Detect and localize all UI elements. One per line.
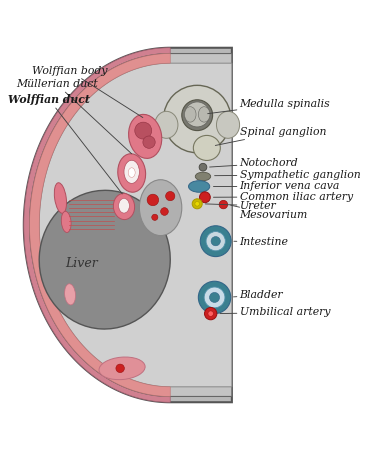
Ellipse shape (129, 114, 162, 158)
Ellipse shape (182, 100, 212, 130)
Ellipse shape (118, 154, 145, 192)
Ellipse shape (140, 180, 182, 236)
Text: Mesovarium: Mesovarium (231, 205, 308, 220)
Ellipse shape (195, 172, 211, 181)
Ellipse shape (61, 212, 71, 233)
Text: Intestine: Intestine (234, 237, 289, 247)
Polygon shape (29, 54, 170, 396)
Ellipse shape (155, 111, 178, 138)
Circle shape (143, 136, 155, 149)
Ellipse shape (65, 284, 76, 305)
Ellipse shape (128, 168, 135, 177)
Text: Ureter: Ureter (205, 201, 276, 211)
Circle shape (205, 307, 217, 320)
Circle shape (135, 122, 152, 139)
Circle shape (200, 226, 231, 256)
Text: Müllerian duct: Müllerian duct (16, 79, 132, 154)
Ellipse shape (99, 357, 145, 380)
Text: Wolffian body: Wolffian body (31, 66, 143, 117)
Circle shape (219, 200, 228, 209)
Text: Liver: Liver (65, 257, 98, 270)
Circle shape (206, 232, 225, 251)
Circle shape (116, 364, 124, 373)
Text: Bladder: Bladder (234, 290, 283, 300)
Circle shape (204, 287, 225, 308)
Text: Spinal ganglion: Spinal ganglion (215, 127, 326, 145)
Circle shape (161, 207, 168, 216)
Ellipse shape (113, 194, 134, 220)
Ellipse shape (163, 86, 231, 153)
Text: Medulla spinalis: Medulla spinalis (208, 99, 330, 114)
Ellipse shape (124, 160, 140, 184)
Circle shape (200, 192, 210, 202)
Ellipse shape (185, 107, 196, 122)
Ellipse shape (119, 198, 129, 213)
Polygon shape (39, 63, 232, 387)
Text: Inferior vena cava: Inferior vena cava (214, 181, 340, 191)
Polygon shape (24, 48, 170, 402)
Circle shape (195, 202, 200, 206)
Ellipse shape (39, 190, 170, 329)
Circle shape (211, 237, 220, 246)
Ellipse shape (185, 102, 210, 127)
Ellipse shape (189, 181, 210, 192)
Circle shape (198, 281, 231, 314)
Circle shape (152, 214, 158, 220)
Circle shape (208, 311, 213, 316)
Circle shape (147, 194, 159, 206)
Text: Umbilical artery: Umbilical artery (220, 307, 330, 317)
Text: Wolffian duct: Wolffian duct (8, 94, 122, 194)
Circle shape (199, 163, 207, 171)
Text: Sympathetic ganglion: Sympathetic ganglion (214, 170, 360, 180)
Circle shape (210, 292, 220, 302)
Polygon shape (29, 54, 232, 396)
Ellipse shape (193, 135, 220, 161)
Ellipse shape (198, 107, 210, 122)
Ellipse shape (216, 111, 240, 138)
Polygon shape (24, 48, 232, 402)
Circle shape (165, 192, 175, 201)
Circle shape (192, 199, 202, 209)
Text: Common iliac artery: Common iliac artery (214, 192, 353, 202)
Text: Notochord: Notochord (210, 158, 298, 168)
Ellipse shape (54, 183, 67, 213)
